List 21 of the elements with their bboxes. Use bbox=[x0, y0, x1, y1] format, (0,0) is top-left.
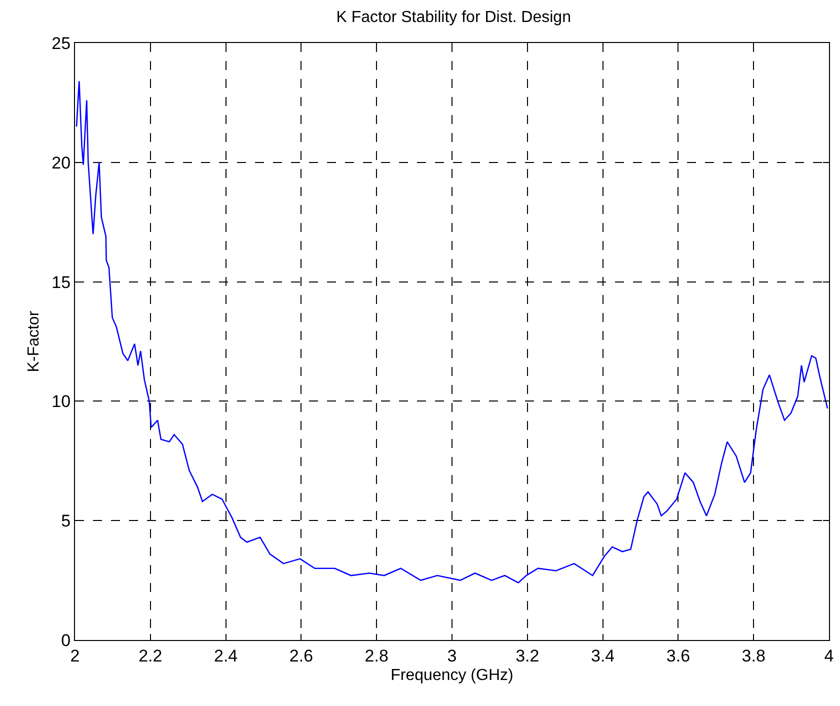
x-tick-label: 2.4 bbox=[214, 646, 238, 666]
x-axis-title: Frequency (GHz) bbox=[390, 667, 514, 684]
y-tick-label: 20 bbox=[52, 153, 71, 172]
x-tick-label: 3.4 bbox=[590, 646, 615, 666]
x-tick-label: 2 bbox=[70, 646, 80, 666]
x-tick-label: 4 bbox=[824, 646, 834, 666]
x-tick-label: 2.6 bbox=[289, 646, 314, 666]
x-tick-label: 2.2 bbox=[138, 646, 162, 666]
x-tick-label: 3 bbox=[447, 646, 457, 666]
x-tick-label: 3.8 bbox=[742, 646, 766, 666]
line-series bbox=[76, 80, 828, 584]
x-tick-label: 3.2 bbox=[516, 646, 540, 666]
y-tick-label: 15 bbox=[52, 272, 71, 292]
chart-title: K Factor Stability for Dist. Design bbox=[336, 8, 571, 26]
x-tick-label: 3.6 bbox=[666, 646, 690, 666]
y-tick-label: 25 bbox=[52, 34, 71, 53]
y-tick-label: 5 bbox=[61, 512, 71, 531]
x-tick-label: 2.8 bbox=[364, 646, 388, 666]
y-axis-title: K-Factor bbox=[26, 310, 43, 372]
y-tick-label: 0 bbox=[61, 630, 71, 650]
y-tick-label: 10 bbox=[52, 392, 71, 412]
